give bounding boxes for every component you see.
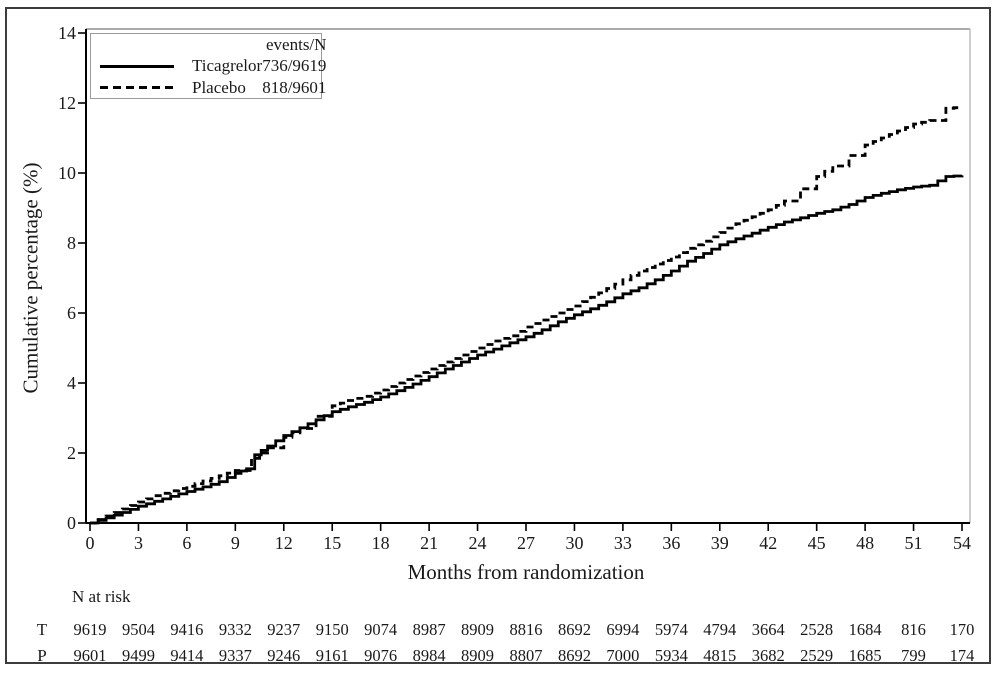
y-tick-label: 2 [67,443,76,463]
placebo-line-sample [100,86,174,89]
placebo-curve [90,106,964,525]
x-tick-label: 54 [953,533,971,553]
risk-value-T-27: 8816 [509,620,543,639]
y-tick-label: 12 [58,93,76,113]
risk-value-P-30: 8692 [557,646,591,665]
x-tick-label: 27 [517,533,535,553]
x-tick-label: 42 [759,533,778,553]
risk-value-T-54: 170 [949,620,975,639]
ticagrelor-line-sample [100,64,174,68]
x-tick-label: 24 [468,533,487,553]
y-tick-label: 6 [67,303,76,323]
risk-value-P-51: 799 [901,646,926,665]
x-tick-label: 15 [323,533,342,553]
risk-value-P-45: 2529 [800,646,834,665]
legend-label-ticagrelor: Ticagrelor [192,56,263,75]
risk-value-T-15: 9150 [315,620,349,639]
x-tick-label: 18 [371,533,390,553]
risk-value-P-12: 9246 [267,646,301,665]
risk-value-P-54: 174 [949,646,975,665]
risk-value-T-0: 9619 [73,620,107,639]
y-tick-label: 8 [67,233,76,253]
legend-label-placebo: Placebo [192,77,246,97]
x-tick-label: 12 [274,533,293,553]
risk-value-P-6: 9414 [170,646,204,665]
y-axis-title: Cumulative percentage (%) [18,162,43,394]
risk-value-P-48: 1685 [848,646,882,665]
x-tick-label: 0 [85,533,95,553]
risk-value-P-9: 9337 [218,646,252,665]
x-tick-label: 45 [807,533,826,553]
legend-value-ticagrelor: 736/9619 [262,56,327,75]
risk-value-T-48: 1684 [848,620,882,639]
risk-row-label-placebo: P [37,646,47,665]
risk-value-P-42: 3682 [751,646,785,665]
x-tick-label: 3 [133,533,143,553]
risk-value-P-3: 9499 [121,646,155,665]
x-axis-title: Months from randomization [407,560,645,584]
risk-value-T-24: 8909 [461,620,495,639]
risk-value-T-30: 8692 [557,620,591,639]
risk-value-P-27: 8807 [509,646,543,665]
x-tick-label: 51 [904,533,923,553]
risk-value-T-51: 816 [901,620,926,639]
risk-value-T-42: 3664 [751,620,785,639]
x-tick-label: 9 [230,533,240,553]
y-tick-label: 10 [58,163,76,183]
risk-value-T-33: 6994 [606,620,640,639]
risk-table-title: N at risk [72,587,131,606]
risk-value-P-21: 8984 [412,646,446,665]
risk-value-P-33: 7000 [606,646,640,665]
x-tick-label: 6 [182,533,192,553]
risk-value-P-24: 8909 [461,646,495,665]
y-tick-label: 14 [58,23,76,43]
risk-value-T-9: 9332 [218,620,252,639]
risk-value-T-39: 4794 [703,620,737,639]
x-tick-label: 48 [856,533,875,553]
legend-value-placebo: 818/9601 [262,77,327,97]
risk-value-T-36: 5974 [654,620,688,639]
x-tick-label: 21 [420,533,439,553]
risk-value-T-18: 9074 [364,620,398,639]
risk-value-T-6: 9416 [170,620,204,639]
legend-header: events/N [266,35,327,54]
ticagrelor-curve [90,174,964,525]
risk-value-P-39: 4815 [703,646,737,665]
y-tick-label: 4 [67,373,76,393]
risk-value-P-36: 5934 [654,646,688,665]
risk-value-P-18: 9076 [364,646,398,665]
x-tick-label: 39 [710,533,729,553]
risk-value-P-0: 9601 [73,646,107,665]
x-tick-label: 30 [565,533,584,553]
risk-value-T-12: 9237 [267,620,301,639]
x-tick-label: 33 [613,533,632,553]
risk-value-T-3: 9504 [121,620,155,639]
risk-row-label-ticagrelor: T [36,620,48,639]
risk-value-P-15: 9161 [315,646,349,665]
risk-value-T-21: 8987 [412,620,446,639]
y-tick-label: 0 [67,513,76,533]
legend-box: events/N Ticagrelor 736/9619 Placebo 818… [90,33,326,99]
x-tick-label: 36 [662,533,681,553]
risk-value-T-45: 2528 [800,620,834,639]
